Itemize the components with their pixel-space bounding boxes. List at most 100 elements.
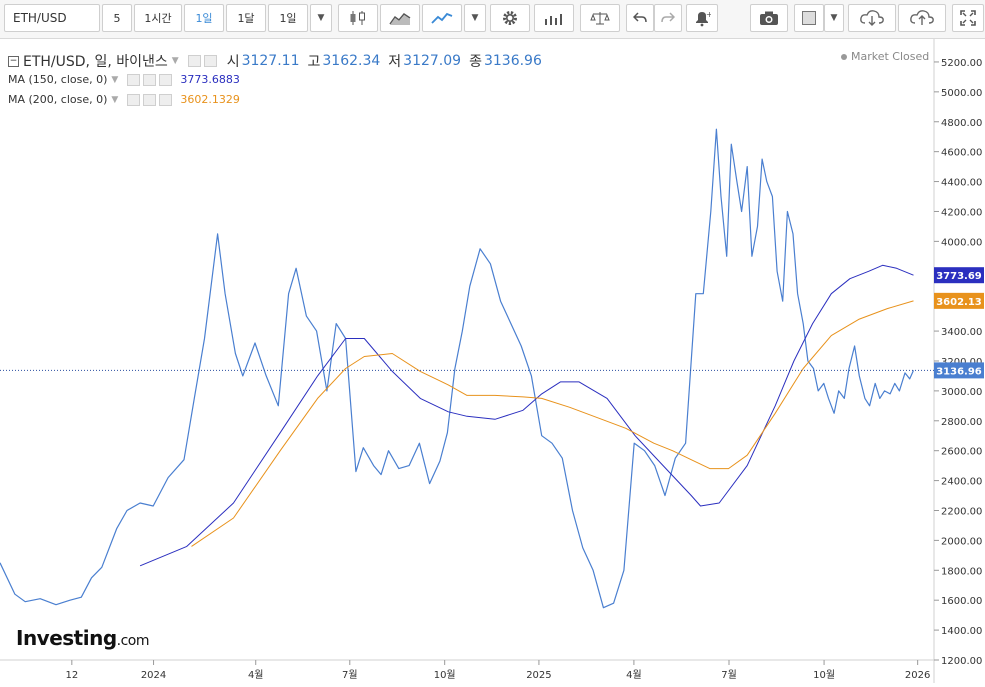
y-tick-label: 4400.00: [941, 178, 982, 189]
cloud-upload-icon: [910, 10, 934, 25]
x-tick-label: 7월: [342, 669, 358, 681]
ma150-legend: MA (150, close, 0) ▼ 3773.6883: [8, 73, 240, 86]
y-tick-label: 1400.00: [941, 626, 982, 637]
visibility-icon[interactable]: [187, 55, 201, 67]
fullscreen-icon: [960, 10, 976, 26]
high-value: 3162.34: [322, 53, 381, 69]
y-tick-label: 4200.00: [941, 207, 982, 218]
interval-dropdown-button[interactable]: ▼: [310, 4, 332, 32]
settings-button[interactable]: [490, 4, 530, 32]
x-tick-label: 4월: [626, 669, 642, 681]
compare-button[interactable]: [580, 4, 620, 32]
chart-area[interactable]: 1200.00 1400.00 1600.00 1800.00 2000.00 2200.…: [0, 39, 985, 683]
ma200-axis-tag-bg: [934, 292, 984, 309]
chart-toolbar: ETH/USD 5 1시간 1일 1달 1일 ▼ ▼ + ▼: [0, 0, 985, 39]
load-layout-button[interactable]: [848, 4, 896, 32]
interval-1-day[interactable]: 1일: [184, 4, 224, 32]
low-label: 저: [388, 54, 402, 70]
ma150-line: [139, 264, 914, 567]
market-status-text: Market Closed: [851, 50, 930, 63]
price-line: [0, 128, 915, 609]
y-tick-label: 2200.00: [941, 506, 982, 517]
visibility-icon[interactable]: [127, 73, 141, 86]
ma150-label: MA (150, close, 0): [8, 73, 108, 86]
indicators-button[interactable]: [534, 4, 574, 32]
save-layout-button[interactable]: [898, 4, 946, 32]
alert-button[interactable]: +: [686, 4, 718, 32]
close-icon[interactable]: [159, 93, 173, 106]
ma200-axis-tag: 3602.13: [936, 297, 982, 308]
scale-icon: [590, 12, 610, 25]
x-tick-label: 7월: [721, 669, 737, 681]
y-tick-label: 2800.00: [941, 417, 982, 428]
settings-icon[interactable]: [203, 55, 217, 67]
y-tick-label: 2000.00: [941, 536, 982, 547]
line-chart-button[interactable]: [422, 4, 462, 32]
x-tick-label: 10월: [434, 669, 456, 681]
symbol-input[interactable]: ETH/USD: [4, 4, 100, 32]
interval-1-hour[interactable]: 1시간: [134, 4, 182, 32]
market-status: Market Closed: [841, 50, 929, 63]
x-tick-label: 4월: [248, 669, 264, 681]
price-tags: 3773.69 3602.13 3136.96: [934, 267, 984, 379]
camera-icon: [760, 11, 778, 25]
x-axis: 12 2024 4월 7월 10월 2025 4월 7월 10월 2026: [65, 660, 930, 681]
open-value: 3127.11: [241, 53, 300, 69]
investing-logo: Investing.com: [16, 626, 150, 650]
collapse-icon[interactable]: −: [8, 55, 19, 67]
x-tick-label: 2026: [905, 670, 930, 681]
area-chart-icon: [389, 13, 411, 25]
ma200-legend: MA (200, close, 0) ▼ 3602.1329: [8, 93, 240, 106]
y-tick-label: 1200.00: [941, 656, 982, 667]
fullscreen-button[interactable]: [952, 4, 984, 32]
color-dropdown-button[interactable]: ▼: [824, 4, 844, 32]
price-chart[interactable]: 1200.00 1400.00 1600.00 1800.00 2000.00 2200.…: [0, 39, 985, 683]
ma200-value: 3602.1329: [180, 93, 240, 106]
main-legend: − ETH/USD, 일, 바이낸스 ▼ 시 3127.11 고 3162.34…: [8, 51, 542, 71]
close-label: 종: [469, 54, 482, 70]
indicators-icon: [545, 14, 562, 25]
color-picker-button[interactable]: [794, 4, 824, 32]
series-layer: [0, 128, 934, 609]
y-tick-label: 4800.00: [941, 118, 982, 129]
y-tick-label: 4600.00: [941, 148, 982, 159]
y-tick-label: 1600.00: [941, 596, 982, 607]
visibility-icon[interactable]: [127, 93, 141, 106]
y-tick-label: 5000.00: [941, 88, 982, 99]
settings-icon[interactable]: [143, 73, 157, 86]
y-tick-label: 3400.00: [941, 327, 982, 338]
interval-1-day-alt[interactable]: 1일: [268, 4, 308, 32]
color-swatch-icon: [802, 11, 816, 25]
x-tick-label: 2024: [141, 670, 166, 681]
y-tick-label: 4000.00: [941, 237, 982, 248]
x-tick-label: 2025: [526, 670, 551, 681]
legend-title: ETH/USD, 일, 바이낸스: [23, 54, 168, 70]
undo-button[interactable]: [626, 4, 654, 32]
undo-icon: [633, 12, 647, 23]
redo-button[interactable]: [654, 4, 682, 32]
ma200-line: [191, 300, 914, 547]
chart-type-dropdown-button[interactable]: ▼: [464, 4, 486, 32]
chevron-down-icon[interactable]: ▼: [111, 74, 119, 85]
interval-1-month[interactable]: 1달: [226, 4, 266, 32]
logo-suffix: .com: [116, 633, 150, 649]
y-tick-label: 3000.00: [941, 387, 982, 398]
open-label: 시: [226, 54, 240, 70]
chevron-down-icon[interactable]: ▼: [111, 94, 119, 105]
candlestick-icon: [350, 11, 365, 25]
interval-5[interactable]: 5: [102, 4, 132, 32]
snapshot-button[interactable]: [750, 4, 788, 32]
logo-brand: Investing: [16, 626, 117, 650]
ma200-label: MA (200, close, 0): [8, 93, 108, 106]
settings-icon[interactable]: [143, 93, 157, 106]
price-axis-tag-bg: [934, 362, 984, 379]
cloud-download-icon: [860, 10, 884, 26]
chevron-down-icon[interactable]: ▼: [171, 56, 179, 66]
price-axis-tag: 3136.96: [936, 366, 982, 377]
ma150-axis-tag-bg: [934, 267, 984, 284]
close-icon[interactable]: [159, 73, 173, 86]
y-tick-label: 1800.00: [941, 566, 982, 577]
y-tick-label: 5200.00: [941, 58, 982, 69]
area-chart-button[interactable]: [380, 4, 420, 32]
candlestick-button[interactable]: [338, 4, 378, 32]
